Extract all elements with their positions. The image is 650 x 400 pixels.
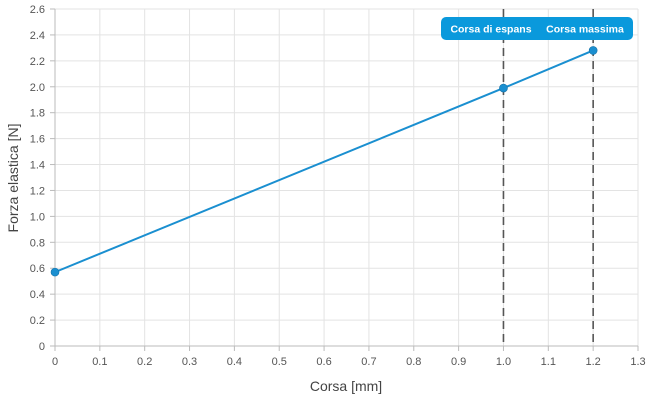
y-tick-label: 2.4 — [30, 30, 45, 42]
y-tick-label: 1.6 — [30, 134, 45, 146]
annotation-label: Corsa massima — [546, 24, 624, 36]
x-tick-label: 0 — [52, 356, 58, 368]
axes: 0 0.1 0.2 0.3 0.4 0.5 0.6 0.7 0.8 0.9 1.0 1.1 1.2 1.3… — [30, 4, 646, 368]
x-tick-label: 0.4 — [227, 356, 242, 368]
y-tick-label: 2.2 — [30, 56, 45, 68]
y-tick-label: 0.4 — [30, 289, 45, 301]
x-tick-label: 1.0 — [496, 356, 511, 368]
y-tick-label: 2.6 — [30, 4, 45, 16]
x-tick-label: 0.7 — [361, 356, 376, 368]
y-tick-label: 0.2 — [30, 315, 45, 327]
x-tick-label: 1.2 — [586, 356, 601, 368]
data-point[interactable] — [588, 46, 598, 55]
x-tick-label: 0.9 — [451, 356, 466, 368]
y-axis-title: Forza elastica [N] — [5, 124, 21, 233]
y-tick-label: 2.0 — [30, 82, 45, 94]
x-tick-label: 0.1 — [92, 356, 107, 368]
x-tick-label: 1.3 — [630, 356, 645, 368]
y-tick-label: 0.6 — [30, 263, 45, 275]
y-tick-label: 1.0 — [30, 211, 45, 223]
annotation-badges: Corsa di espans Corsa massima — [441, 17, 633, 40]
annotation-badge — [441, 17, 633, 40]
annotation-label: Corsa di espans — [450, 24, 531, 36]
x-axis-title: Corsa [mm] — [310, 378, 382, 394]
data-point[interactable] — [499, 83, 508, 93]
annotation-lines — [502, 9, 594, 346]
y-tick-label: 1.2 — [30, 185, 45, 197]
x-tick-label: 0.6 — [316, 356, 331, 368]
y-tick-label: 1.4 — [30, 160, 45, 172]
x-tick-label: 1.1 — [541, 356, 556, 368]
x-tick-label: 0.2 — [137, 356, 152, 368]
x-tick-label: 0.3 — [182, 356, 197, 368]
data-point[interactable] — [50, 267, 60, 277]
grid — [54, 8, 639, 347]
x-tick-label: 0.5 — [272, 356, 287, 368]
series-layer — [50, 46, 598, 277]
y-tick-label: 1.8 — [30, 108, 45, 120]
x-tick-label: 0.8 — [406, 356, 421, 368]
y-tick-label: 0 — [39, 341, 45, 353]
y-tick-label: 0.8 — [30, 237, 45, 249]
